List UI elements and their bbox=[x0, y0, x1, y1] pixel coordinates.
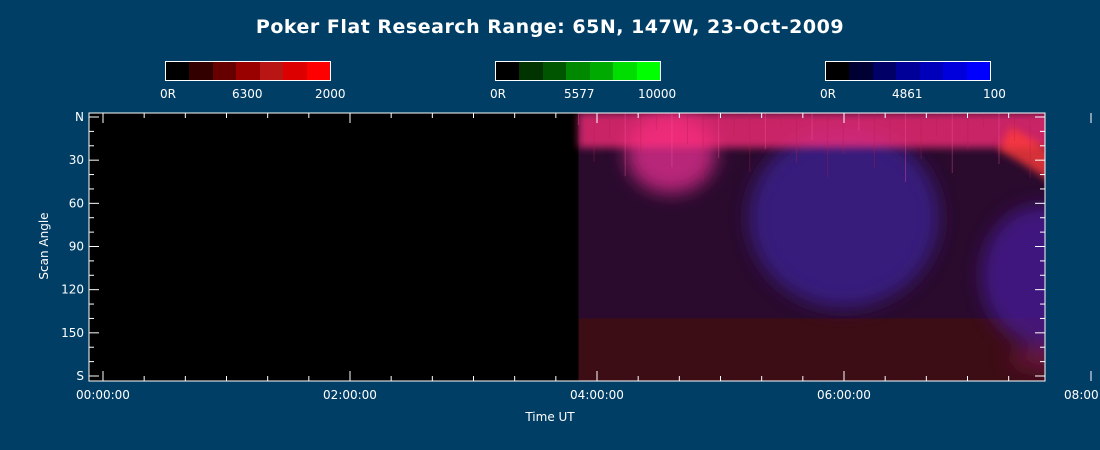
colorbar-4861-segment bbox=[919, 62, 944, 80]
colorbar-6300-segment bbox=[212, 62, 237, 80]
keogram-feature-band bbox=[578, 113, 1045, 148]
x-tick-label: 02:00:00 bbox=[323, 388, 377, 402]
colorbar-4861-mid-label: 4861 bbox=[892, 87, 923, 101]
y-axis-label: Scan Angle bbox=[37, 212, 51, 280]
colorbar-4861-segment bbox=[943, 62, 967, 80]
x-axis-label: Time UT bbox=[525, 410, 575, 424]
colorbar-5577-strip bbox=[495, 61, 661, 81]
axis-ticks: 00:00:00 02:00:00 04:00:00 06:00:00 08:00:00… bbox=[61, 110, 1100, 402]
colorbar-5577-segment bbox=[496, 62, 520, 80]
y-tick-label: S bbox=[76, 369, 84, 383]
colorbar-5577-max-label: 10000 bbox=[638, 87, 677, 101]
colorbar-6300-segment bbox=[259, 62, 284, 80]
keogram-glow-blob bbox=[981, 205, 1045, 346]
colorbar-6300-segment bbox=[306, 62, 330, 80]
x-tick-label: 00:00:00 bbox=[76, 388, 130, 402]
x-tick-label: 04:00:00 bbox=[570, 388, 624, 402]
keogram-glow-blob bbox=[1008, 345, 1045, 372]
colorbar-5577-segment bbox=[519, 62, 543, 80]
colorbar-5577-segment bbox=[589, 62, 614, 80]
keogram-red-arc bbox=[998, 127, 1045, 179]
colorbar-5577-min-label: 0R bbox=[490, 87, 506, 101]
keogram-southern-fill bbox=[578, 318, 1045, 381]
colorbar-5577-segment bbox=[566, 62, 590, 80]
y-tick-label: 150 bbox=[61, 326, 84, 340]
colorbar-4861-segment bbox=[966, 62, 990, 80]
colorbar-4861-strip bbox=[825, 61, 991, 81]
y-tick-label: 120 bbox=[61, 283, 84, 297]
y-tick-label: 90 bbox=[69, 240, 84, 254]
colorbar-6300-segment bbox=[166, 62, 190, 80]
x-tick-label: 06:00:00 bbox=[817, 388, 871, 402]
keogram-glow-blob bbox=[749, 127, 939, 308]
colorbar-5577-segment bbox=[636, 62, 660, 80]
colorbar-6300-mid-label: 6300 bbox=[232, 87, 263, 101]
colorbar-6300-max-label: 2000 bbox=[315, 87, 346, 101]
y-tick-label: N bbox=[75, 110, 84, 124]
colorbar-4861-max-label: 100 bbox=[983, 87, 1006, 101]
colorbar-6300-segment bbox=[283, 62, 307, 80]
colorbar-6300-min-label: 0R bbox=[160, 87, 176, 101]
colorbar-6300-segment bbox=[189, 62, 213, 80]
colorbar-6300-segment bbox=[236, 62, 260, 80]
y-tick-label: 60 bbox=[69, 196, 84, 210]
colorbar-5577-segment bbox=[542, 62, 567, 80]
colorbar-4861-min-label: 0R bbox=[820, 87, 836, 101]
colorbar-4861-segment bbox=[896, 62, 920, 80]
keogram-image bbox=[577, 113, 1045, 381]
colorbar-5577-mid-label: 5577 bbox=[564, 87, 595, 101]
x-tick-label: 08:00:00 bbox=[1064, 388, 1100, 402]
colorbar-6300-strip bbox=[165, 61, 331, 81]
y-tick-label: 30 bbox=[69, 153, 84, 167]
colorbar-4861-segment bbox=[826, 62, 850, 80]
chart-title: Poker Flat Research Range: 65N, 147W, 23… bbox=[255, 16, 845, 38]
colorbar-6300 bbox=[165, 61, 331, 81]
colorbar-5577 bbox=[495, 61, 661, 81]
colorbar-4861-segment bbox=[872, 62, 897, 80]
colorbar-4861 bbox=[825, 61, 991, 81]
colorbar-4861-segment bbox=[849, 62, 873, 80]
colorbar-5577-segment bbox=[613, 62, 637, 80]
